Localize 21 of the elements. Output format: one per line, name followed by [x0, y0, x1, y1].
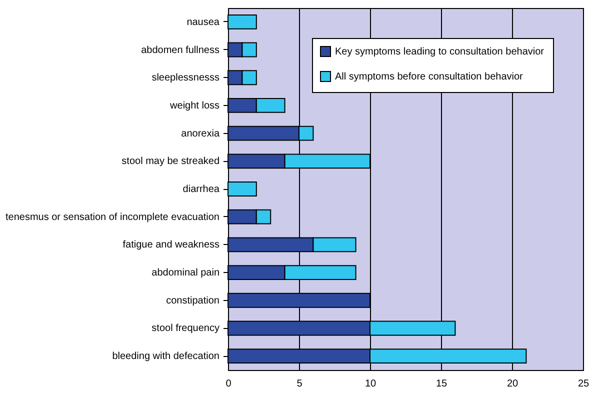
y-tick-label: stool may be streaked	[122, 156, 220, 168]
x-tick-label: 0	[226, 378, 232, 390]
x-tick-label: 5	[296, 378, 303, 390]
y-tick-label: bleeding with defecation	[112, 351, 220, 362]
y-tick-label: stool frequency	[152, 323, 220, 334]
y-tick-label: weight loss	[169, 100, 220, 112]
y-tick-label: fatigue and weakness	[122, 240, 220, 251]
x-tick-label: 20	[506, 378, 518, 390]
y-tick-label: constipation	[166, 295, 220, 306]
y-tick-label: diarrhea	[182, 184, 220, 195]
y-tick-label: abdominal pain	[152, 268, 220, 279]
x-tick-label: 25	[578, 378, 590, 390]
y-tick-label: tenesmus or sensation of incomplete evacuation	[5, 212, 220, 223]
y-tick-label: sleeplessnesss	[152, 72, 220, 84]
legend-label: All symptoms before consultation behavior	[335, 72, 524, 82]
y-tick-label: abdomen fullness	[141, 44, 220, 56]
legend-label: Key symptoms leading to consultation behavior	[335, 46, 545, 58]
x-tick-label: 15	[436, 378, 448, 390]
x-tick-label: 10	[364, 378, 376, 390]
y-tick-label: anorexia	[181, 128, 220, 140]
y-tick-label: nausea	[186, 16, 220, 28]
